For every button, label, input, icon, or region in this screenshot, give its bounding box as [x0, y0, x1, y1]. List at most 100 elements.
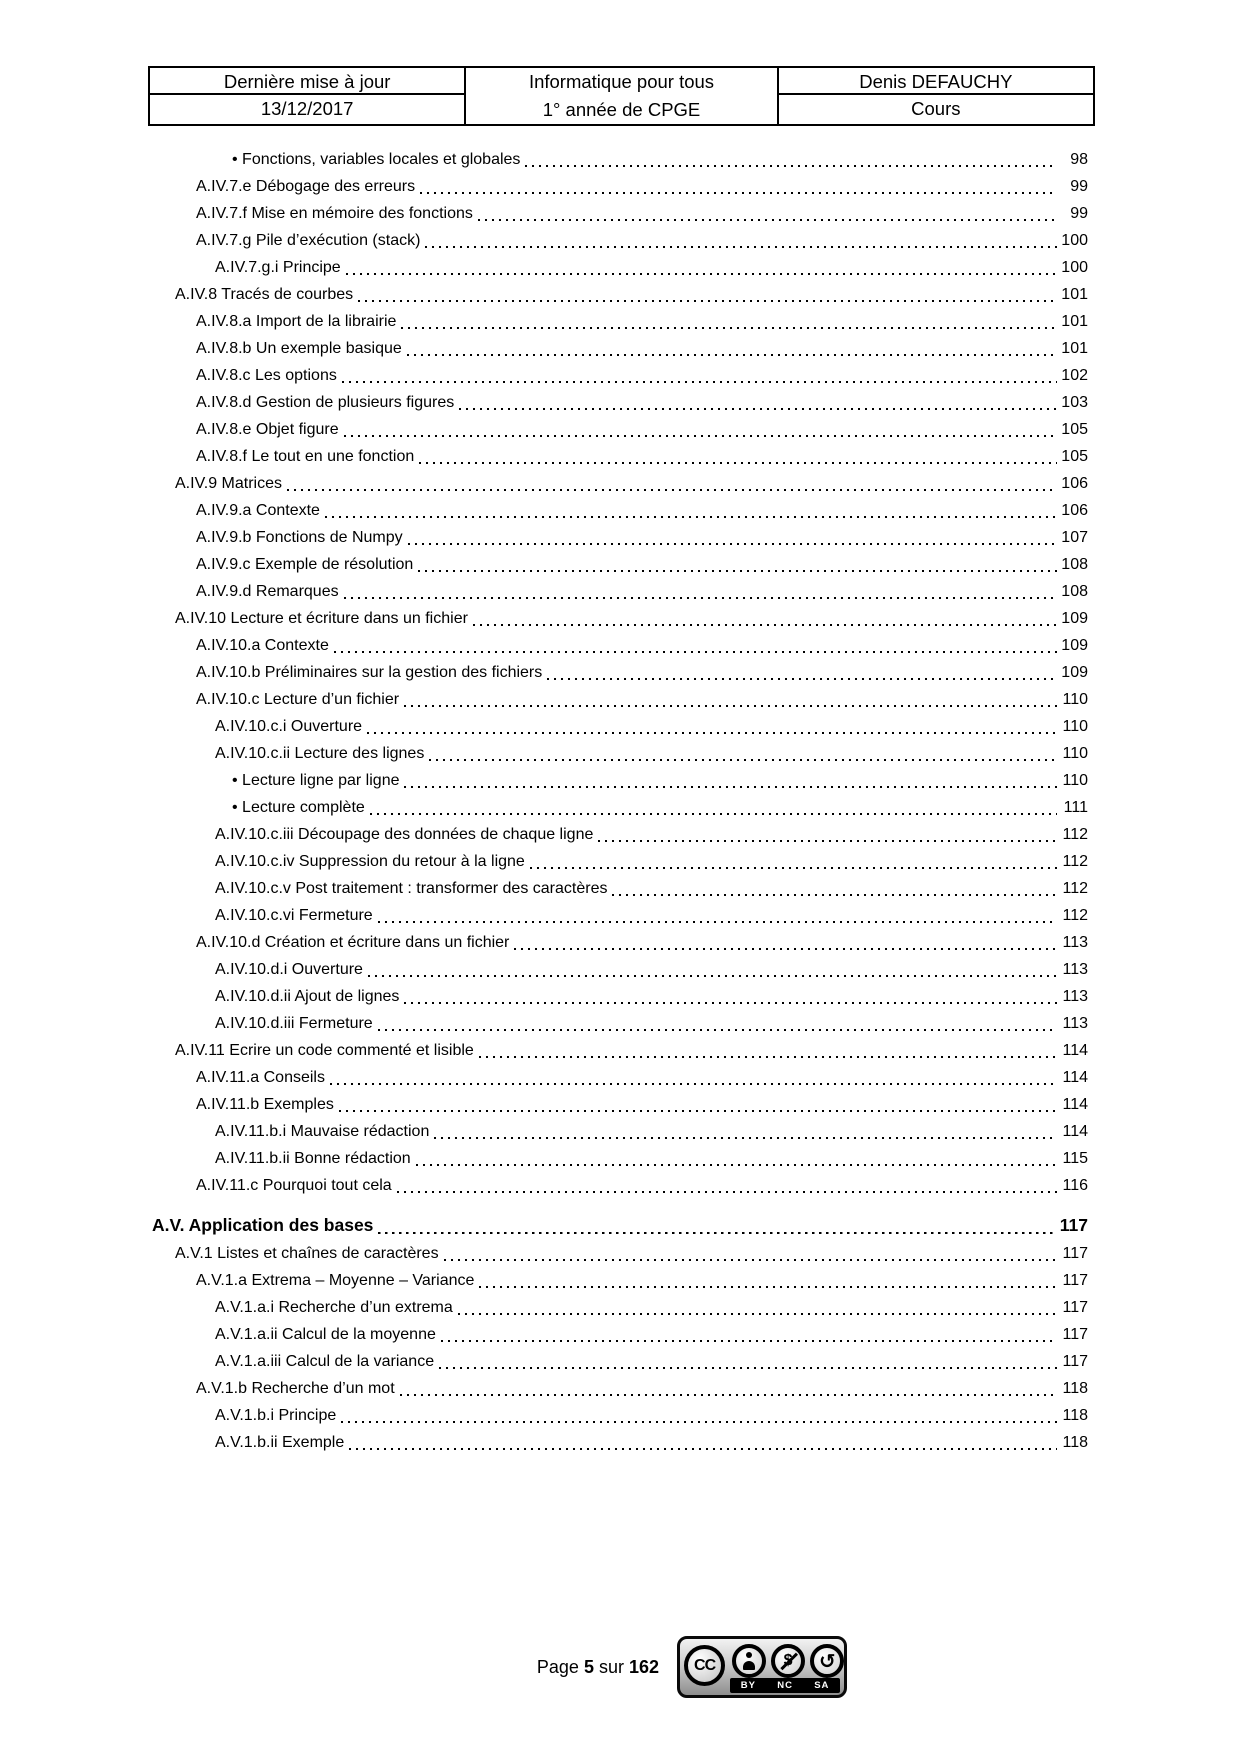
toc-entry-page: 106 — [1061, 501, 1088, 519]
dot-leader — [367, 975, 1057, 977]
toc-entry-label: A.V. Application des bases — [152, 1215, 374, 1235]
cc-sa-icon: ↻ — [810, 1644, 845, 1678]
toc-entry-label: A.IV.10.d.ii Ajout de lignes — [215, 987, 400, 1005]
current-page-number: 5 — [583, 1656, 594, 1677]
dot-leader — [415, 1164, 1057, 1166]
dot-leader — [404, 1002, 1057, 1004]
no-dollar-icon: $ — [783, 1652, 793, 1669]
toc-entry-label: A.V.1.b.ii Exemple — [215, 1433, 345, 1451]
toc-entry-page: 118 — [1062, 1433, 1088, 1451]
header-left-column: Dernière mise à jour 13/12/2017 — [150, 68, 465, 124]
dot-leader — [343, 597, 1057, 599]
toc-entry-page: 114 — [1062, 1068, 1088, 1086]
toc-entry: A.IV.8.e Objet figure 105 — [152, 416, 1088, 443]
toc-entry-label: A.IV.9 Matrices — [175, 474, 283, 492]
toc-entry-page: 99 — [1070, 177, 1088, 195]
toc-entry: A.IV.9 Matrices 106 — [152, 470, 1088, 497]
toc-entry: A.V.1.b.ii Exemple 118 — [152, 1429, 1088, 1456]
cc-by-icon — [732, 1644, 767, 1678]
toc-entry-label: A.IV.8.b Un exemple basique — [196, 339, 402, 357]
toc-entry-label: A.IV.8.d Gestion de plusieurs figures — [196, 393, 455, 411]
toc-entry-page: 112 — [1062, 906, 1088, 924]
dot-leader — [329, 1083, 1057, 1085]
toc-entry-label: A.IV.7.g.i Principe — [215, 258, 341, 276]
toc-entry-page: 108 — [1061, 555, 1088, 573]
dot-leader — [401, 327, 1057, 329]
toc-entry: A.IV.11.a Conseils 114 — [152, 1064, 1088, 1091]
toc-entry: A.IV.7.g Pile d’exécution (stack) 100 — [152, 227, 1088, 254]
toc-entry-page: 118 — [1062, 1406, 1088, 1424]
toc-entry-label: A.IV.10.c.ii Lecture des lignes — [215, 744, 425, 762]
course-title: Informatique pour tous — [528, 71, 715, 92]
toc-entry: A.IV.8.d Gestion de plusieurs figures 10… — [152, 389, 1088, 416]
cc-nc-label: NC — [777, 1680, 793, 1691]
toc-entry-label: • Fonctions, variables locales et global… — [232, 150, 521, 168]
toc-entry: A.V. Application des bases 117 — [152, 1211, 1088, 1240]
toc-entry: A.V.1.a.iii Calcul de la variance 117 — [152, 1348, 1088, 1375]
toc-entry-label: A.IV.10.c Lecture d’un fichier — [196, 690, 400, 708]
header-middle-column: Informatique pour tous 1° année de CPGE — [464, 68, 779, 124]
dot-leader — [443, 1259, 1057, 1261]
dot-leader — [439, 1367, 1057, 1369]
dot-leader — [472, 624, 1057, 626]
toc-entry-label: A.V.1.a.i Recherche d’un extrema — [215, 1298, 453, 1316]
dot-leader — [425, 246, 1057, 248]
dot-leader — [547, 678, 1057, 680]
toc-entry: A.IV.10.d.iii Fermeture 113 — [152, 1010, 1088, 1037]
dot-leader — [420, 192, 1057, 194]
toc-entry-page: 118 — [1062, 1379, 1088, 1397]
dot-leader — [287, 489, 1057, 491]
toc-entry: A.IV.7.e Débogage des erreurs 99 — [152, 173, 1088, 200]
toc-entry: A.IV.8 Tracés de courbes 101 — [152, 281, 1088, 308]
toc-entry-label: • Lecture ligne par ligne — [232, 771, 400, 789]
toc-entry-label: A.V.1.a.iii Calcul de la variance — [215, 1352, 435, 1370]
toc-entry-label: A.V.1.a.ii Calcul de la moyenne — [215, 1325, 436, 1343]
page-footer: Page 5 sur 162 CC $ ↻ BY NC SA — [72, 1636, 1240, 1698]
toc-entry-label: A.IV.10.c.v Post traitement : transforme… — [215, 879, 608, 897]
toc-entry: A.IV.10.a Contexte 109 — [152, 632, 1088, 659]
toc-entry: A.V.1.a.ii Calcul de la moyenne 117 — [152, 1321, 1088, 1348]
last-update-date: 13/12/2017 — [260, 98, 354, 119]
toc-entry: A.IV.10.d Création et écriture dans un f… — [152, 929, 1088, 956]
dot-leader — [341, 1421, 1057, 1423]
page-label: Page — [536, 1656, 579, 1677]
toc-entry-label: A.IV.10 Lecture et écriture dans un fich… — [175, 609, 468, 627]
toc-entry-label: A.IV.10.d.i Ouverture — [215, 960, 363, 978]
toc-entry-page: 110 — [1062, 717, 1088, 735]
dot-leader — [341, 381, 1057, 383]
dot-leader — [367, 732, 1057, 734]
toc-entry: A.IV.11 Ecrire un code commenté et lisib… — [152, 1037, 1088, 1064]
dot-leader — [399, 1394, 1057, 1396]
dot-leader — [404, 705, 1057, 707]
toc-entry-label: • Lecture complète — [232, 798, 365, 816]
toc-entry-label: A.IV.10.c.iv Suppression du retour à la … — [215, 852, 525, 870]
dot-leader — [419, 462, 1057, 464]
toc-entry-page: 98 — [1070, 150, 1088, 168]
dot-leader — [369, 813, 1057, 815]
cc-license-terms: BY NC SA — [730, 1678, 841, 1693]
toc-entry: A.IV.10.c.iii Découpage des données de c… — [152, 821, 1088, 848]
toc-entry: A.IV.10.c.v Post traitement : transforme… — [152, 875, 1088, 902]
toc-entry-page: 111 — [1063, 798, 1088, 816]
toc-entry: A.IV.11.b.i Mauvaise rédaction 114 — [152, 1118, 1088, 1145]
dot-leader — [338, 1110, 1057, 1112]
toc-entry-page: 110 — [1062, 744, 1088, 762]
toc-entry: A.IV.11.b Exemples 114 — [152, 1091, 1088, 1118]
toc-entry: A.V.1.b Recherche d’un mot 118 — [152, 1375, 1088, 1402]
dot-leader — [477, 219, 1057, 221]
toc-entry-page: 110 — [1062, 771, 1088, 789]
toc-entry-label: A.IV.7.f Mise en mémoire des fonctions — [196, 204, 473, 222]
toc-entry: A.IV.7.g.i Principe 100 — [152, 254, 1088, 281]
toc-entry-page: 109 — [1061, 663, 1088, 681]
dot-leader — [457, 1313, 1057, 1315]
toc-entry-page: 117 — [1062, 1352, 1088, 1370]
toc-entry: A.V.1.a Extrema – Moyenne – Variance 117 — [152, 1267, 1088, 1294]
dot-leader — [377, 1029, 1057, 1031]
dot-leader — [478, 1056, 1057, 1058]
header-right-column: Denis DEFAUCHY Cours — [778, 68, 1093, 124]
dot-leader — [407, 543, 1057, 545]
toc-entry-page: 110 — [1062, 690, 1088, 708]
toc-entry: A.IV.7.f Mise en mémoire des fonctions 9… — [152, 200, 1088, 227]
table-of-contents: • Fonctions, variables locales et global… — [152, 146, 1088, 1456]
toc-entry-label: A.IV.9.b Fonctions de Numpy — [196, 528, 403, 546]
